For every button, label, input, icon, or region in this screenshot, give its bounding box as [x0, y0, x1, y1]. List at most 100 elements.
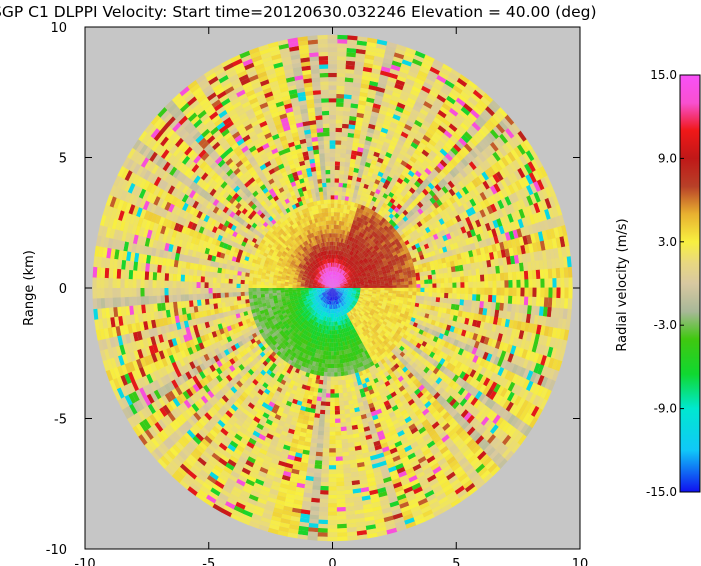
velocity-gate: [336, 308, 338, 313]
velocity-gate: [336, 212, 340, 217]
velocity-gate: [321, 275, 325, 279]
velocity-gate: [304, 292, 309, 295]
velocity-gate: [351, 302, 356, 306]
velocity-gate: [311, 267, 315, 272]
velocity-gate: [347, 280, 352, 283]
velocity-gate: [321, 282, 326, 285]
velocity-gate: [353, 259, 358, 264]
velocity-gate: [326, 380, 331, 385]
velocity-gate: [322, 280, 326, 284]
velocity-gate: [343, 281, 348, 284]
velocity-gate: [362, 275, 367, 279]
velocity-gate: [245, 272, 250, 278]
velocity-gate: [339, 259, 343, 265]
velocity-gate: [308, 258, 313, 263]
velocity-gate: [333, 304, 335, 310]
velocity-gate: [336, 286, 341, 288]
velocity-gate: [319, 295, 324, 299]
velocity-gate: [333, 346, 337, 352]
velocity-gate: [248, 288, 253, 292]
velocity-gate: [360, 282, 365, 285]
velocity-gate: [342, 301, 346, 305]
velocity-gate: [212, 272, 218, 278]
velocity-gate: [280, 283, 285, 286]
velocity-gate: [455, 270, 461, 278]
velocity-gate: [340, 418, 347, 423]
velocity-gate: [332, 288, 336, 292]
velocity-gate: [340, 288, 345, 290]
velocity-gate: [323, 264, 326, 269]
velocity-gate: [344, 253, 348, 258]
velocity-gate: [316, 396, 322, 402]
velocity-gate: [439, 297, 445, 303]
velocity-gate: [314, 264, 318, 269]
velocity-gate: [217, 302, 223, 309]
velocity-gate: [408, 284, 413, 288]
velocity-gate: [309, 279, 314, 282]
velocity-gate: [327, 304, 330, 309]
velocity-gate: [334, 291, 338, 295]
velocity-gate: [336, 299, 339, 305]
velocity-gate: [334, 275, 336, 280]
velocity-gate: [313, 292, 318, 295]
velocity-gate: [321, 283, 326, 286]
velocity-gate: [330, 296, 332, 301]
velocity-gate: [322, 259, 326, 265]
velocity-gate: [331, 271, 333, 276]
velocity-gate: [343, 174, 349, 180]
velocity-gate: [338, 186, 343, 192]
velocity-gate: [335, 422, 342, 428]
velocity-gate: [344, 314, 348, 319]
velocity-gate: [348, 288, 353, 289]
velocity-gate: [325, 290, 330, 293]
velocity-gate: [327, 267, 330, 272]
velocity-gate: [337, 278, 341, 282]
velocity-gate: [330, 309, 332, 314]
velocity-gate: [322, 307, 325, 312]
velocity-gate: [335, 224, 339, 230]
velocity-gate: [339, 274, 343, 278]
velocity-gate: [319, 277, 324, 281]
velocity-gate: [347, 292, 352, 295]
velocity-gate: [339, 157, 346, 163]
velocity-gate: [326, 304, 329, 309]
velocity-gate: [340, 289, 345, 291]
velocity-gate: [328, 224, 332, 230]
velocity-gate: [318, 144, 325, 150]
velocity-gate: [325, 289, 329, 292]
velocity-gate: [340, 297, 344, 301]
velocity-gate: [352, 308, 356, 313]
velocity-gate: [320, 289, 325, 291]
velocity-gate: [288, 286, 293, 289]
velocity-gate: [320, 256, 323, 261]
velocity-gate: [349, 310, 353, 315]
velocity-gate: [220, 288, 225, 294]
velocity-gate: [340, 269, 344, 274]
velocity-gate: [352, 264, 357, 269]
velocity-gate: [332, 288, 336, 291]
velocity-gate: [321, 174, 326, 179]
velocity-gate: [276, 280, 281, 284]
velocity-gate: [339, 281, 343, 284]
velocity-gate: [338, 250, 341, 256]
velocity-gate: [351, 309, 355, 314]
velocity-gate: [423, 275, 429, 280]
velocity-gate: [312, 288, 317, 289]
velocity-gate: [336, 285, 341, 288]
velocity-gate: [340, 307, 343, 312]
velocity-gate: [264, 290, 269, 295]
velocity-gate: [340, 199, 345, 205]
velocity-gate: [330, 401, 336, 407]
velocity-gate: [248, 291, 253, 296]
velocity-gate: [333, 296, 335, 301]
velocity-gate: [376, 283, 381, 287]
velocity-gate: [325, 169, 331, 175]
velocity-gate: [324, 303, 327, 308]
velocity-gate: [331, 347, 334, 352]
velocity-gate: [332, 288, 335, 292]
velocity-gate: [329, 296, 331, 301]
velocity-gate: [328, 288, 333, 289]
velocity-gate: [331, 254, 334, 259]
velocity-gate: [224, 297, 230, 303]
velocity-gate: [341, 265, 344, 270]
